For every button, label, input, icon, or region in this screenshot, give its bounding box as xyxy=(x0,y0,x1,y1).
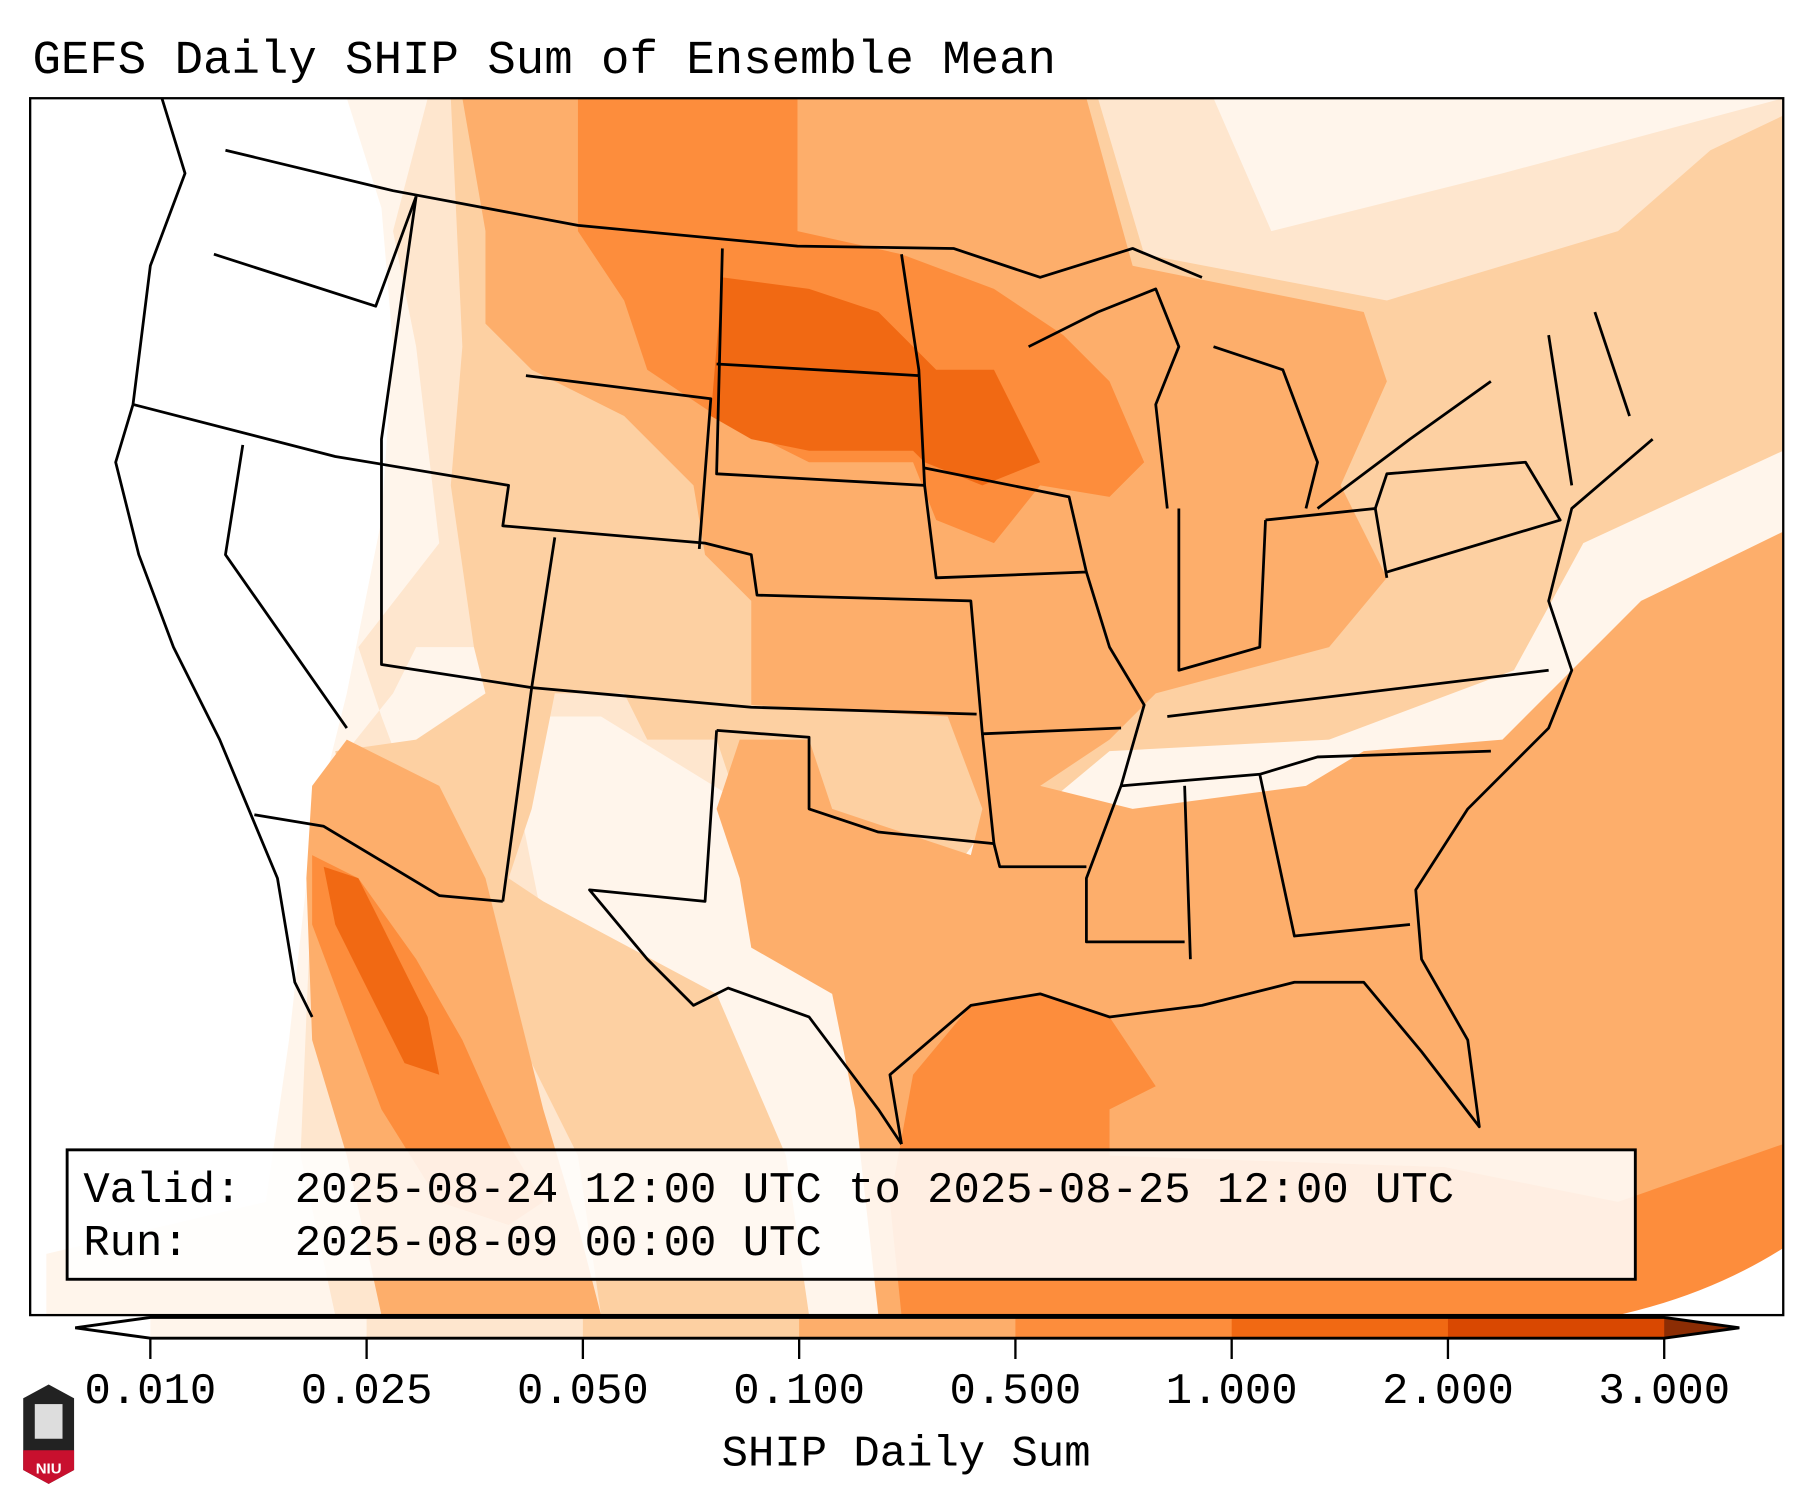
line-gulf-coast xyxy=(888,438,1654,1145)
colorbar-tick-label: 0.500 xyxy=(950,1367,1082,1417)
colorbar-segment xyxy=(1447,1317,1665,1339)
valid-text: 2025-08-24 12:00 UTC to 2025-08-25 12:00… xyxy=(295,1166,1454,1216)
colorbar-tick-label: 2.000 xyxy=(1382,1367,1514,1417)
state-boundaries xyxy=(114,98,1654,1145)
shade-lvl6 xyxy=(710,277,1041,486)
line-or-ca-nv xyxy=(132,403,1122,736)
line-wy xyxy=(525,374,713,550)
colorbar-segment xyxy=(1015,1317,1233,1339)
valid-label: Valid: xyxy=(83,1166,241,1216)
line-mountain xyxy=(380,196,977,716)
colorbar-extend-high xyxy=(1664,1317,1740,1339)
line-ok xyxy=(716,728,996,845)
colorbar-segment xyxy=(150,1317,368,1339)
colorbar-segment xyxy=(799,1317,1016,1339)
colorbar: 0.010 0.025 0.050 0.100 0.500 1.000 2.000 3.000 xyxy=(75,1315,1740,1417)
figure-title: GEFS Daily SHIP Sum of Ensemble Mean xyxy=(32,35,1055,88)
shade-lvl6-baja xyxy=(323,866,440,1075)
colorbar-segment xyxy=(1231,1317,1449,1339)
logo-text: NIU xyxy=(36,1460,62,1477)
outside-domain-se xyxy=(1617,1248,1784,1316)
colorbar-segment xyxy=(582,1317,800,1339)
line-ut-co xyxy=(501,537,557,902)
line-great-lakes xyxy=(1027,287,1492,510)
colorbar-tick-label: 0.050 xyxy=(517,1367,649,1417)
map-area: Valid: 2025-08-24 12:00 UTC to 2025-08-2… xyxy=(30,98,1784,1316)
border-canada xyxy=(225,148,1203,279)
run-label: Run: xyxy=(83,1219,188,1269)
line-nm-tx xyxy=(588,730,903,1145)
line-mexico xyxy=(254,813,503,903)
colorbar-tick-label: 1.000 xyxy=(1166,1367,1298,1417)
colorbar-tick-label: 0.025 xyxy=(301,1367,433,1417)
coastline-west xyxy=(114,98,314,1018)
colorbar-label: SHIP Daily Sum xyxy=(722,1429,1091,1479)
line-wa-or xyxy=(213,195,418,308)
colorbar-extend-low xyxy=(75,1317,151,1339)
colorbar-tick-label: 3.000 xyxy=(1598,1367,1730,1417)
colorbar-tick-label: 0.100 xyxy=(733,1367,865,1417)
run-text: 2025-08-09 00:00 UTC xyxy=(295,1219,822,1269)
line-ca-nv xyxy=(224,444,348,729)
map-frame xyxy=(29,97,1785,1317)
line-south xyxy=(992,668,1549,960)
colorbar-segment xyxy=(366,1317,584,1339)
info-box xyxy=(65,1148,1637,1281)
colorbar-tick-label: 0.010 xyxy=(84,1367,216,1417)
line-northeast xyxy=(1373,311,1631,574)
niu-logo: NIU xyxy=(23,1384,75,1484)
